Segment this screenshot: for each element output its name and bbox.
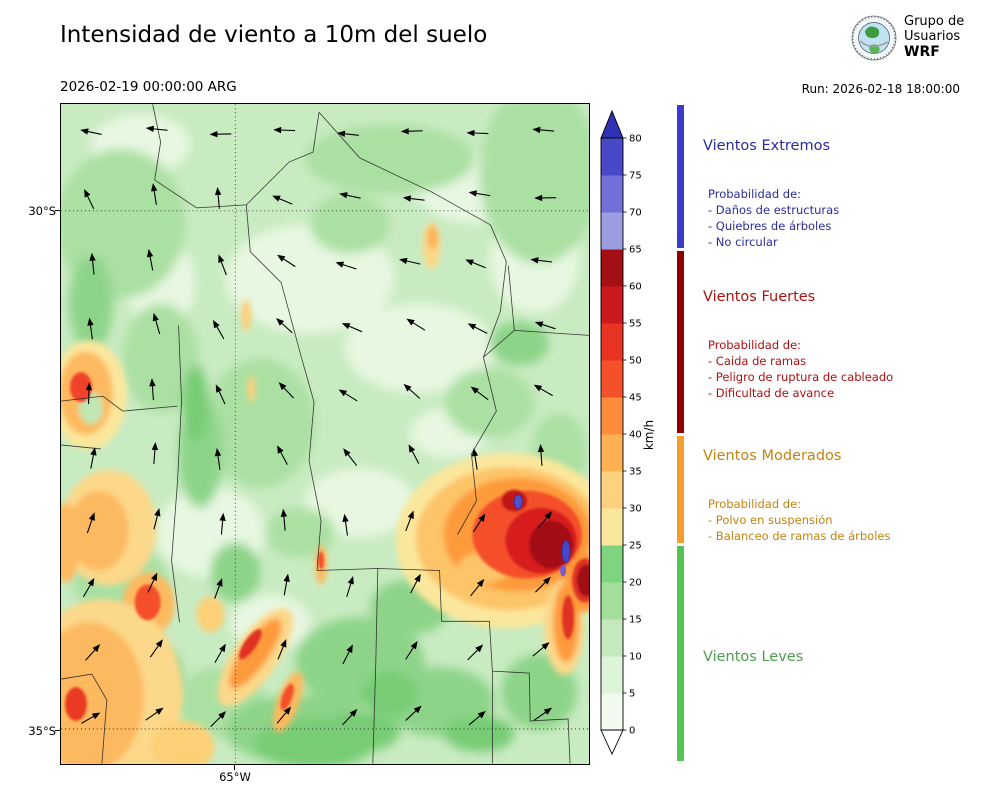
- legend-fuertes-body: Probabilidad de: - Caida de ramas - Peli…: [708, 337, 893, 401]
- legend-extremos-title: Vientos Extremos: [703, 138, 830, 154]
- ytick-35s: 35°S: [20, 724, 56, 738]
- legend-moderados-subtitle: Probabilidad de:: [708, 496, 890, 512]
- wrf-user-group-logo: Grupo de Usuarios WRF: [850, 10, 964, 64]
- legend-fuertes-title: Vientos Fuertes: [703, 289, 815, 305]
- legend-fuertes-item: - Dificultad de avance: [708, 385, 893, 401]
- wind-intensity-map: [61, 104, 589, 764]
- valid-time-label: 2026-02-19 00:00:00 ARG: [60, 79, 237, 95]
- legend-moderados-body: Probabilidad de: - Polvo en suspensión -…: [708, 496, 890, 544]
- legend-moderados-title: Vientos Moderados: [703, 448, 841, 464]
- legend-extremos-subtitle: Probabilidad de:: [708, 186, 839, 202]
- svg-text:70: 70: [629, 208, 642, 219]
- logo-org-line1: Grupo de: [904, 14, 964, 30]
- svg-text:60: 60: [629, 282, 642, 293]
- svg-text:80: 80: [629, 134, 642, 145]
- svg-text:5: 5: [629, 689, 635, 700]
- xtick-65w: 65°W: [212, 770, 258, 784]
- wrf-globe-logo-icon: [850, 10, 898, 64]
- page-title: Intensidad de viento a 10m del suelo: [60, 22, 487, 48]
- legend-fuertes-item: - Peligro de ruptura de cableado: [708, 369, 893, 385]
- xtickmark-65w: [234, 765, 235, 770]
- legend-extremos-item: - No circular: [708, 234, 839, 250]
- svg-text:55: 55: [629, 319, 642, 330]
- svg-text:20: 20: [629, 578, 642, 589]
- svg-text:40: 40: [629, 430, 642, 441]
- legend-fuertes-subtitle: Probabilidad de:: [708, 337, 893, 353]
- svg-text:45: 45: [629, 393, 642, 404]
- legend-moderados-item: - Balanceo de ramas de árboles: [708, 528, 890, 544]
- ytickmark-30s: [55, 210, 60, 211]
- ytick-30s: 30°S: [20, 204, 56, 218]
- logo-org-line2: Usuarios: [904, 29, 964, 45]
- svg-text:65: 65: [629, 245, 642, 256]
- svg-text:25: 25: [629, 541, 642, 552]
- svg-text:75: 75: [629, 171, 642, 182]
- svg-text:30: 30: [629, 504, 642, 515]
- ytickmark-35s: [55, 730, 60, 731]
- legend-extremos-item: - Daños de estructuras: [708, 202, 839, 218]
- svg-text:0: 0: [629, 726, 635, 737]
- legend-bar-extremos: [677, 105, 684, 248]
- legend-bar-moderados: [677, 436, 684, 543]
- wind-forecast-figure: Intensidad de viento a 10m del suelo Gru…: [0, 0, 1000, 800]
- svg-text:15: 15: [629, 615, 642, 626]
- legend-extremos-body: Probabilidad de: - Daños de estructuras …: [708, 186, 839, 250]
- svg-text:10: 10: [629, 652, 642, 663]
- svg-text:50: 50: [629, 356, 642, 367]
- legend-leves-title: Vientos Leves: [703, 649, 803, 665]
- run-label: Run: 2026-02-18 18:00:00: [780, 82, 960, 96]
- legend-fuertes-item: - Caida de ramas: [708, 353, 893, 369]
- logo-text: Grupo de Usuarios WRF: [904, 14, 964, 61]
- legend-bar-fuertes: [677, 251, 684, 433]
- legend-moderados-item: - Polvo en suspensión: [708, 512, 890, 528]
- legend-category-bar: [677, 105, 684, 761]
- legend-extremos-item: - Quiebres de árboles: [708, 218, 839, 234]
- legend-bar-leves: [677, 546, 684, 761]
- map-panel: [60, 103, 590, 765]
- logo-model-name: WRF: [904, 45, 964, 61]
- svg-text:35: 35: [629, 467, 642, 478]
- colorbar-unit-label: km/h: [642, 420, 656, 450]
